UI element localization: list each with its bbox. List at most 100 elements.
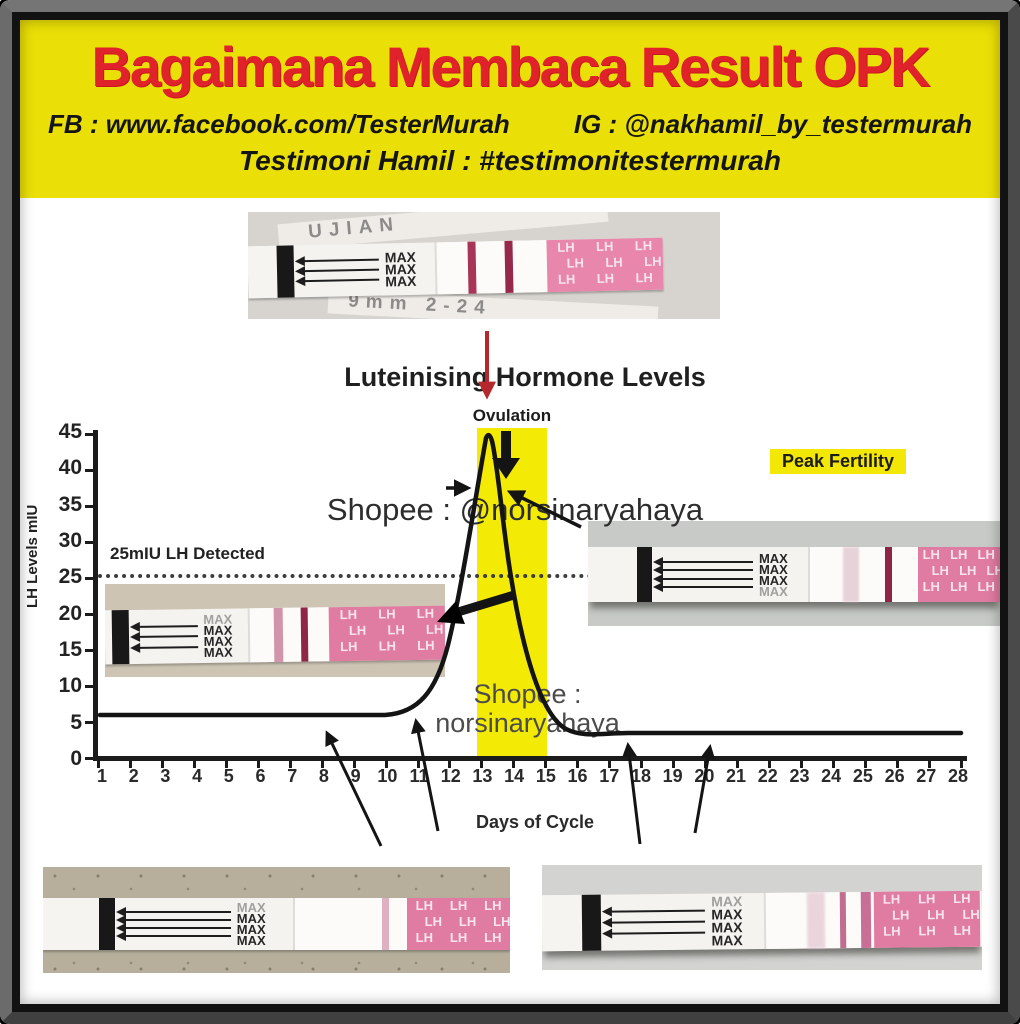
watermark-line1: Shopee : <box>473 679 582 709</box>
x-tick <box>192 757 196 768</box>
strip-result-window <box>434 240 548 295</box>
lh-pattern-text: LH <box>882 891 901 907</box>
x-tick-label: 4 <box>192 766 203 786</box>
test-line-strong <box>885 547 893 602</box>
y-tick <box>85 613 97 616</box>
lh-pattern-text: LH <box>339 606 358 623</box>
y-tick-label: 5 <box>70 710 82 734</box>
lh-pattern-text: LH <box>962 906 980 922</box>
strip-max-labels: MAX MAX MAX MAX <box>711 893 743 949</box>
lh-pattern-text: LH <box>950 547 968 562</box>
left-arrow-icon <box>652 582 753 593</box>
lh-pattern-text: LH <box>378 606 396 622</box>
baseline-arrow-1 <box>325 730 383 847</box>
test-line-strong <box>300 607 309 662</box>
y-tick <box>85 757 97 760</box>
test-strip: MAX MAX MAX MAX LH LH LH LH LH LH LH LH LH <box>542 890 982 952</box>
strip-lh-pad: LH LH LH LH LH LH LH LH LH <box>917 547 1000 602</box>
left-arrow-icon <box>116 915 231 925</box>
left-arrow-icon <box>652 565 753 576</box>
y-axis-labels: 45 40 35 30 25 20 15 10 5 0 <box>40 420 82 769</box>
x-tick <box>736 757 740 768</box>
strip-black-bar <box>581 894 602 951</box>
lh-pattern-text: LH <box>595 238 614 255</box>
strip-lh-pad: LH LH LH LH LH LH LH LH LH <box>328 605 445 662</box>
y-axis-ticks <box>85 433 97 760</box>
lh-pattern-text: LH <box>950 579 968 594</box>
test-strip: MAX MAX MAX MAX LH LH LH LH LH LH LH LH LH <box>105 605 445 665</box>
left-arrow-icon <box>116 931 231 941</box>
watermark-shopee-band: Shopee : norsinaryahaya <box>420 680 635 738</box>
strip-max-labels: MAX MAX MAX MAX <box>236 900 266 948</box>
x-tick-label: 6 <box>255 766 266 786</box>
lh-pattern-text: LH <box>340 638 358 655</box>
strip-photo-bottom-right: MAX MAX MAX MAX LH LH LH LH LH LH LH LH LH <box>542 865 982 970</box>
test-line-strong <box>504 240 514 293</box>
lh-pattern-text: LH <box>931 563 949 578</box>
lh-pattern-text: LH <box>605 254 623 270</box>
lh-pattern-text: LH <box>891 907 910 923</box>
test-strip: MAX MAX MAX MAX LH LH LH LH LH LH LH LH LH <box>588 547 1000 602</box>
x-tick-label: 5 <box>223 766 234 786</box>
x-tick <box>863 757 867 768</box>
x-tick-label: 19 <box>662 766 683 786</box>
lh-pattern-text: LH <box>959 563 977 578</box>
strip-max-labels: MAX MAX MAX MAX <box>203 611 233 660</box>
lh-pattern-text: LH <box>634 237 653 254</box>
threshold-label: 25mIU LH Detected <box>110 544 265 563</box>
x-axis-title: Days of Cycle <box>475 812 595 832</box>
lh-pattern-text: LH <box>417 637 435 654</box>
y-tick <box>85 505 97 508</box>
strip-arrows <box>601 894 712 951</box>
x-tick <box>640 757 644 768</box>
left-arrow-icon <box>611 920 706 924</box>
y-tick-label: 45 <box>58 420 82 443</box>
watermark-line2: norsinaryahaya <box>435 708 620 738</box>
x-tick <box>959 757 963 768</box>
left-arrow-icon <box>652 556 753 567</box>
x-tick-label: 7 <box>287 766 298 786</box>
strip-photo-top-positive: UJIAN 9mm 2-24 MAX MAX MAX LH LH LH LH LH LH <box>248 212 720 319</box>
x-tick <box>128 757 132 768</box>
lh-pattern-text: LH <box>566 255 585 271</box>
y-tick <box>85 577 97 580</box>
x-tick <box>256 757 260 768</box>
y-tick <box>85 469 97 472</box>
ovulation-label: Ovulation <box>472 406 552 425</box>
lh-pattern-text: LH <box>922 579 940 594</box>
lh-pattern-text: LH <box>953 890 971 906</box>
x-tick-label: 21 <box>726 766 747 786</box>
x-tick-label: 15 <box>535 766 556 786</box>
lh-pattern-text: LH <box>917 891 936 907</box>
y-tick-label: 25 <box>58 565 82 589</box>
y-tick <box>85 541 97 544</box>
test-line-medium <box>860 891 872 948</box>
lh-pattern-text: LH <box>424 914 442 929</box>
lh-pattern-text: LH <box>493 914 510 929</box>
test-line-faint <box>382 898 390 950</box>
y-tick <box>85 685 97 688</box>
y-tick <box>85 721 97 724</box>
left-arrow-icon <box>116 923 231 933</box>
strip-result-window <box>763 891 875 949</box>
x-tick-label: 16 <box>567 766 588 786</box>
y-tick-label: 30 <box>58 528 82 552</box>
lh-pattern-text: LH <box>643 253 662 270</box>
lh-pattern-text: LH <box>449 898 468 913</box>
x-tick <box>576 757 580 768</box>
lh-pattern-text: LH <box>977 579 995 594</box>
x-tick <box>895 757 899 768</box>
strip-lh-pad: LH LH LH LH LH LH LH LH LH <box>407 898 510 950</box>
y-tick <box>85 649 97 652</box>
x-tick-label: 23 <box>789 766 810 786</box>
x-tick <box>927 757 931 768</box>
x-tick-label: 18 <box>630 766 651 786</box>
x-tick <box>448 757 452 768</box>
x-tick <box>384 757 388 768</box>
x-tick-label: 2 <box>128 766 139 786</box>
x-tick <box>544 757 548 768</box>
lh-pattern-text: LH <box>883 923 901 939</box>
test-line-faint <box>273 607 284 663</box>
test-strip: MAX MAX MAX MAX LH LH LH LH LH LH LH LH LH <box>43 898 510 950</box>
strip-lh-pad: LH LH LH LH LH LH LH LH LH <box>546 237 664 293</box>
